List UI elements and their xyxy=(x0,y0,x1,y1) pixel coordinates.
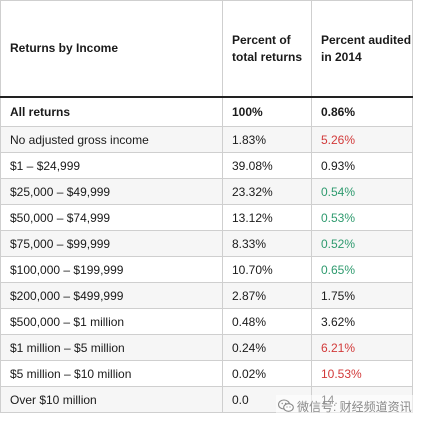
table-row: $100,000 – $199,999 10.70% 0.65% xyxy=(0,256,413,283)
table-row: $75,000 – $99,999 8.33% 0.52% xyxy=(0,230,413,257)
row-percent-audited: 0.52% xyxy=(311,230,413,257)
row-income: $200,000 – $499,999 xyxy=(0,282,223,309)
row-percent-audited: 3.62% xyxy=(311,308,413,335)
header-percent-audited: Percent audited in 2014 xyxy=(311,0,413,98)
row-percent-total: 100% xyxy=(222,96,312,127)
returns-by-income-table: Returns by Income Percent of total retur… xyxy=(0,0,413,413)
row-income: $5 million – $10 million xyxy=(0,360,223,387)
table-body: All returns 100% 0.86% No adjusted gross… xyxy=(0,96,413,413)
row-percent-total: 0.02% xyxy=(222,360,312,387)
row-percent-total: 8.33% xyxy=(222,230,312,257)
table-row: $500,000 – $1 million 0.48% 3.62% xyxy=(0,308,413,335)
table-row: All returns 100% 0.86% xyxy=(0,96,413,127)
row-income: $100,000 – $199,999 xyxy=(0,256,223,283)
row-percent-audited: 6.21% xyxy=(311,334,413,361)
header-returns-by-income: Returns by Income xyxy=(0,0,223,98)
header-row: Returns by Income Percent of total retur… xyxy=(0,0,413,98)
row-percent-audited: 0.93% xyxy=(311,152,413,179)
row-income: $25,000 – $49,999 xyxy=(0,178,223,205)
row-income: Over $10 million xyxy=(0,386,223,413)
row-percent-audited: 0.53% xyxy=(311,204,413,231)
table-row: No adjusted gross income 1.83% 5.26% xyxy=(0,126,413,153)
row-percent-total: 13.12% xyxy=(222,204,312,231)
header-percent-total: Percent of total returns xyxy=(222,0,312,98)
row-income: $500,000 – $1 million xyxy=(0,308,223,335)
watermark-text: 微信号: 财经频道资讯 xyxy=(297,399,412,414)
table-row: $1 – $24,999 39.08% 0.93% xyxy=(0,152,413,179)
row-income: $1 – $24,999 xyxy=(0,152,223,179)
row-income: $75,000 – $99,999 xyxy=(0,230,223,257)
row-percent-total: 39.08% xyxy=(222,152,312,179)
table-row: $50,000 – $74,999 13.12% 0.53% xyxy=(0,204,413,231)
table-row: $200,000 – $499,999 2.87% 1.75% xyxy=(0,282,413,309)
row-percent-total: 10.70% xyxy=(222,256,312,283)
row-percent-audited: 5.26% xyxy=(311,126,413,153)
row-percent-audited: 0.65% xyxy=(311,256,413,283)
row-percent-audited: 0.54% xyxy=(311,178,413,205)
table-header: Returns by Income Percent of total retur… xyxy=(0,0,413,98)
table-row: $25,000 – $49,999 23.32% 0.54% xyxy=(0,178,413,205)
table-row: $1 million – $5 million 0.24% 6.21% xyxy=(0,334,413,361)
row-income: All returns xyxy=(0,96,223,127)
row-percent-audited: 1.75% xyxy=(311,282,413,309)
wechat-watermark: 微信号: 财经频道资讯 xyxy=(276,395,414,417)
row-percent-audited: 10.53% xyxy=(311,360,413,387)
row-income: No adjusted gross income xyxy=(0,126,223,153)
row-percent-total: 23.32% xyxy=(222,178,312,205)
row-percent-audited: 0.86% xyxy=(311,96,413,127)
row-percent-total: 2.87% xyxy=(222,282,312,309)
row-income: $1 million – $5 million xyxy=(0,334,223,361)
row-income: $50,000 – $74,999 xyxy=(0,204,223,231)
returns-table-container: Returns by Income Percent of total retur… xyxy=(0,0,413,413)
wechat-icon xyxy=(278,399,294,412)
row-percent-total: 0.48% xyxy=(222,308,312,335)
row-percent-total: 1.83% xyxy=(222,126,312,153)
row-percent-total: 0.24% xyxy=(222,334,312,361)
table-row: $5 million – $10 million 0.02% 10.53% xyxy=(0,360,413,387)
